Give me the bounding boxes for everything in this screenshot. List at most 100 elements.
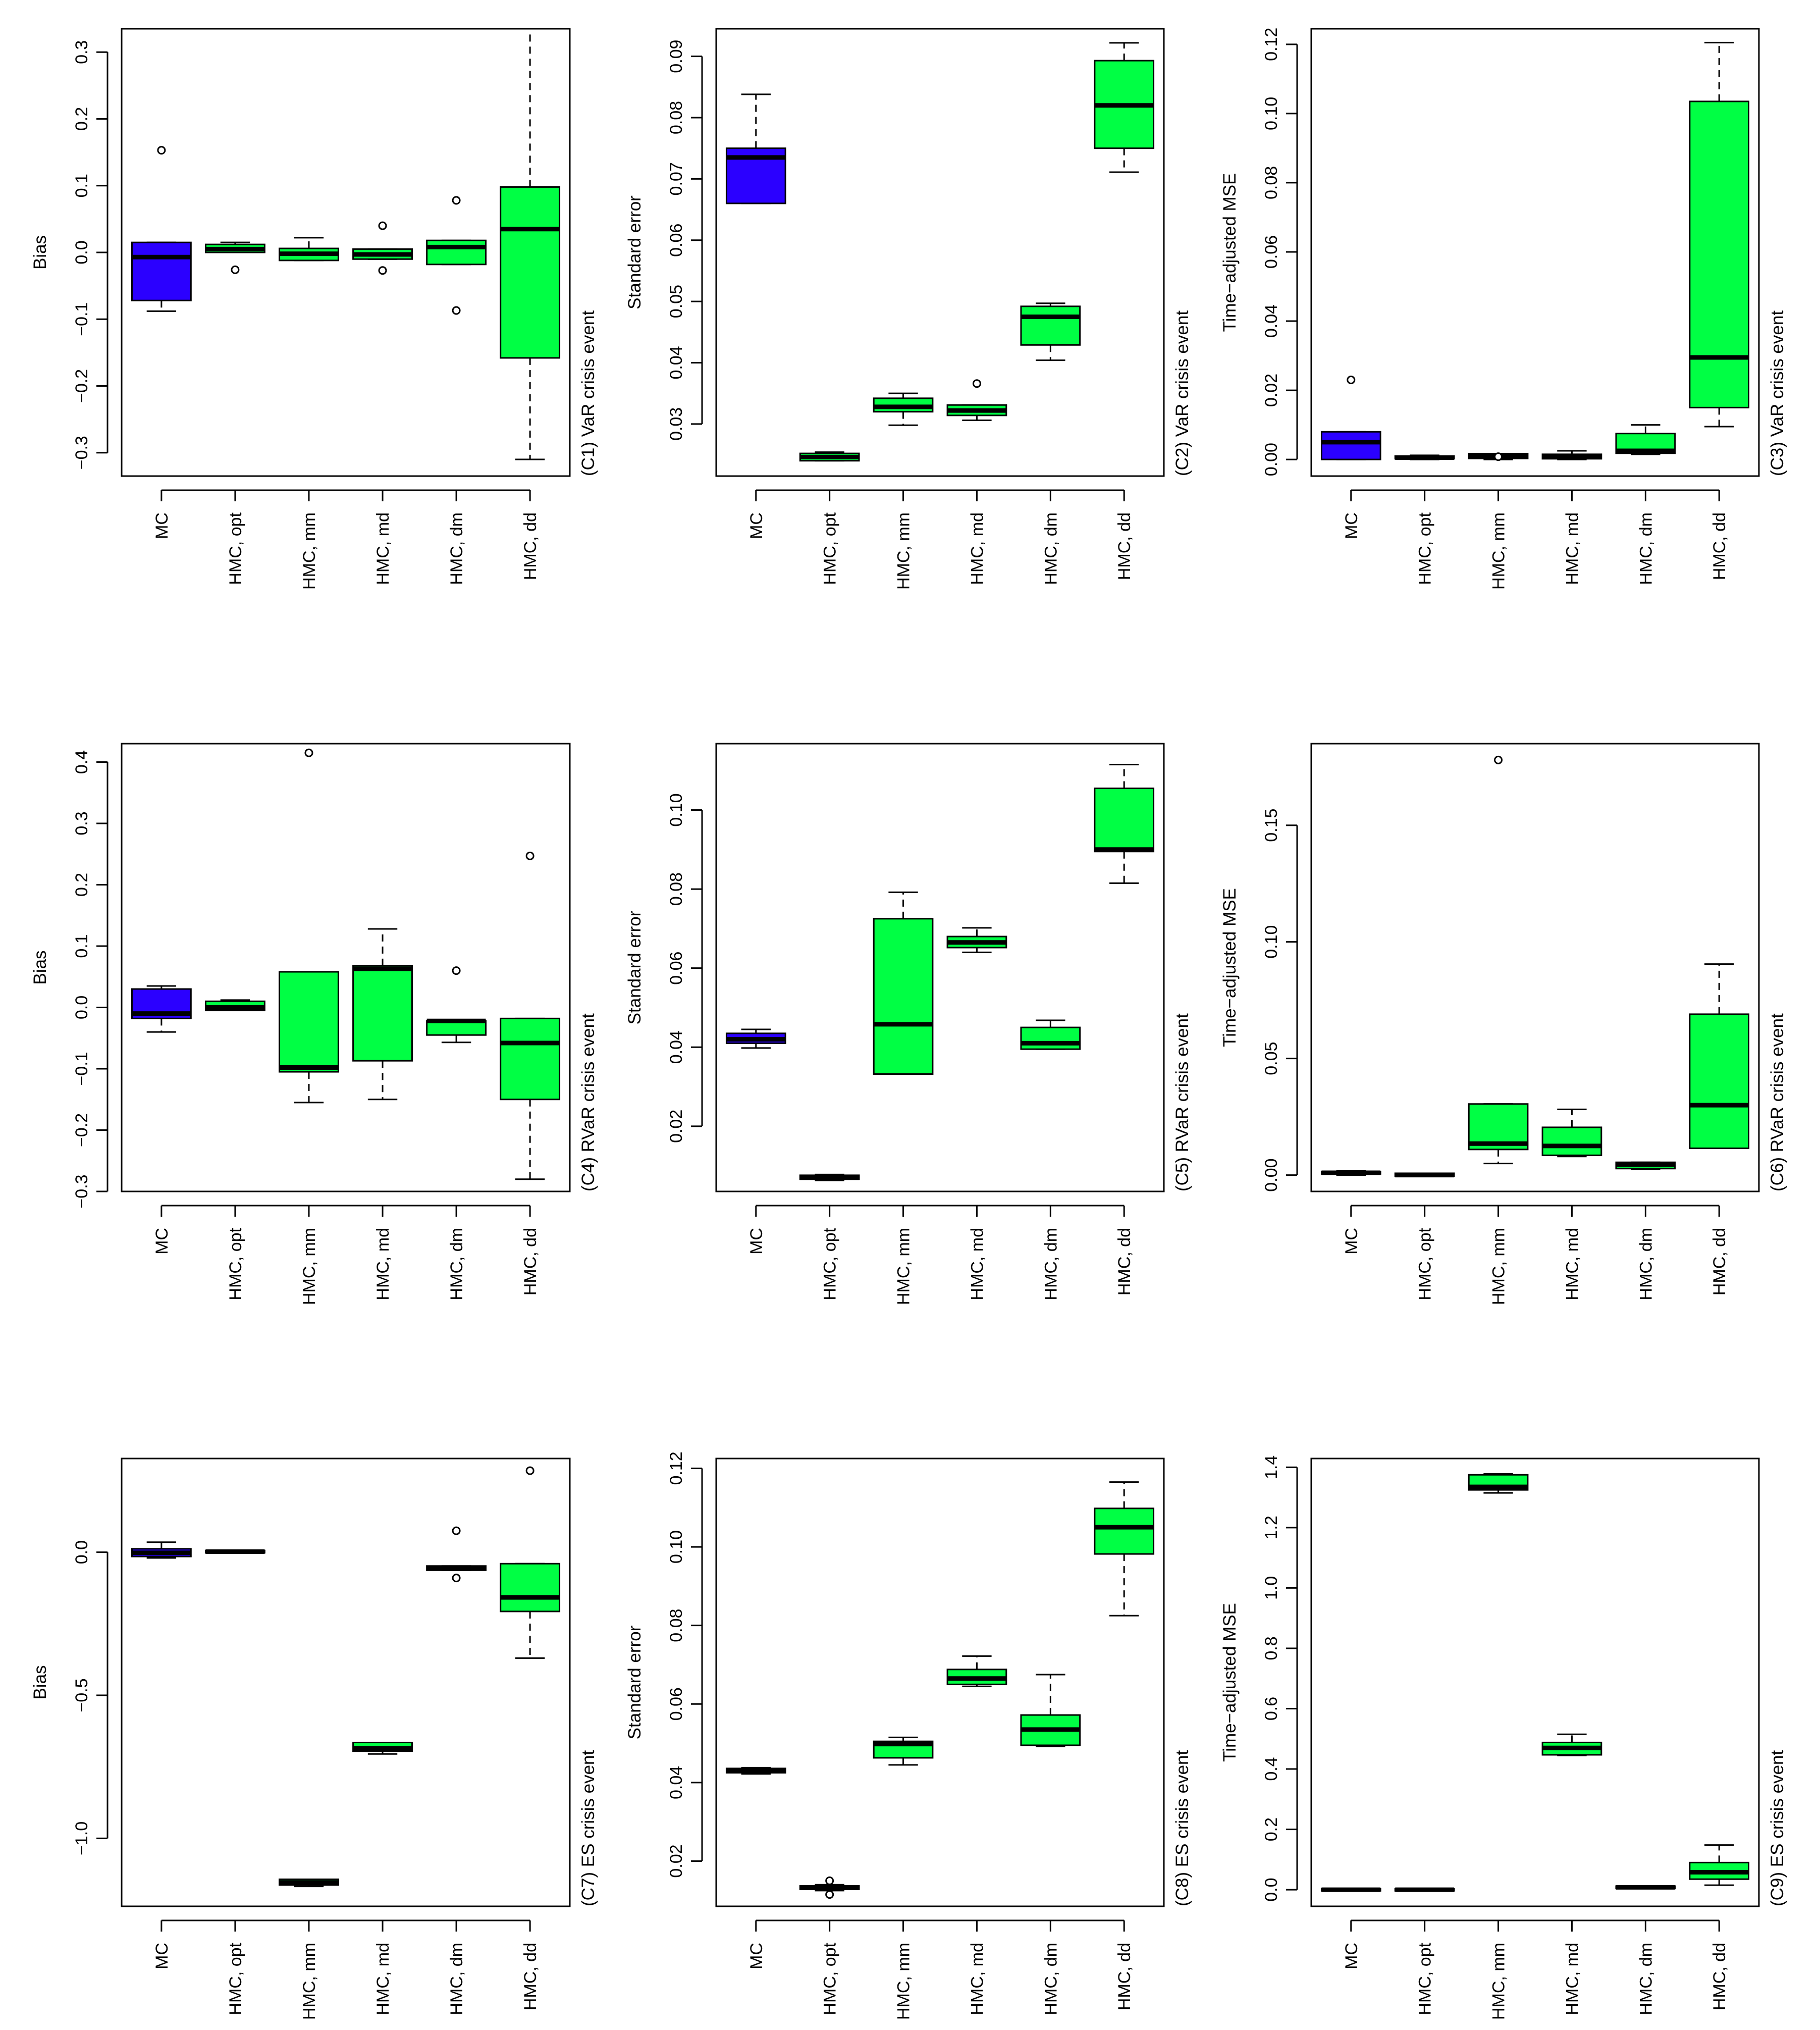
box-hmc-dm <box>426 196 487 315</box>
box-body <box>426 239 487 266</box>
box-body <box>500 186 561 359</box>
x-category-label: HMC, md <box>1563 1943 1582 2015</box>
box-body <box>1094 1507 1155 1555</box>
box-hmc-dm <box>1615 1885 1676 1890</box>
x-category-label: MC <box>747 512 766 539</box>
outlier-point <box>378 266 387 275</box>
y-axis-title: Bias <box>30 950 50 984</box>
plot-frame <box>1310 1458 1760 1907</box>
box-hmc-dm <box>1615 1161 1676 1170</box>
panel-title: (C2) VaR crisis event <box>1172 310 1192 476</box>
box-body <box>1689 1013 1750 1150</box>
box-mc <box>725 1028 786 1049</box>
box-hmc-opt <box>1394 1887 1455 1892</box>
outlier-point <box>452 306 461 315</box>
y-tick-label: 0.06 <box>667 224 686 257</box>
box-hmc-dd <box>1689 41 1750 428</box>
box-hmc-dm <box>1020 1674 1081 1747</box>
x-category-label: HMC, md <box>373 512 393 585</box>
y-tick-label: 0.10 <box>667 793 686 826</box>
box-mc <box>725 1766 786 1775</box>
x-category-label: HMC, dd <box>1115 1943 1134 2010</box>
x-category-label: MC <box>152 1228 172 1255</box>
box-hmc-mm <box>873 891 934 1075</box>
box-body <box>352 965 413 1062</box>
plot-frame <box>121 28 571 477</box>
box-hmc-dd <box>1094 42 1155 173</box>
box-hmc-opt <box>205 241 265 274</box>
outlier-point <box>525 1466 534 1475</box>
box-hmc-dd <box>1689 963 1750 1150</box>
plot-frame <box>715 1458 1165 1907</box>
box-hmc-md <box>1541 1108 1602 1158</box>
box-body <box>500 1017 561 1101</box>
outlier-point <box>1494 755 1503 764</box>
box-hmc-mm <box>1468 452 1529 461</box>
x-category-label: HMC, dd <box>1710 1228 1729 1295</box>
outlier-point <box>452 196 461 205</box>
x-category-label: HMC, opt <box>1416 512 1435 585</box>
y-tick-label: 0.10 <box>667 1530 686 1564</box>
panel-c7: −1.0 −0.5 0.0 MC HMC, opt HMC, mm HMC, md HMC, … <box>30 1458 598 2020</box>
plot-frame <box>1310 28 1760 477</box>
panel-c4: −0.3 −0.2 −0.1 0.0 0.1 0.2 0.3 0.4 MC HMC, opt HMC… <box>30 743 598 1305</box>
plot-frame <box>121 743 571 1192</box>
y-tick-label: 0.08 <box>667 1609 686 1642</box>
y-tick-label: 0.00 <box>1262 1159 1281 1192</box>
box-hmc-opt <box>799 1173 860 1181</box>
y-tick-label: 0.2 <box>1262 1817 1281 1841</box>
y-tick-label: 0.02 <box>667 1844 686 1878</box>
y-tick-label: 0.0 <box>72 1540 91 1564</box>
outlier-point <box>157 146 166 155</box>
box-body <box>1020 305 1081 346</box>
outlier-point <box>304 748 313 757</box>
box-mc <box>131 1541 192 1559</box>
x-category-label: HMC, md <box>1563 512 1582 585</box>
x-category-label: HMC, dm <box>447 1943 466 2015</box>
y-axis-title: Bias <box>30 1665 50 1699</box>
box-hmc-md <box>352 221 413 275</box>
x-category-label: HMC, opt <box>821 1942 840 2015</box>
box-body <box>279 971 339 1073</box>
x-category-label: HMC, opt <box>1416 1227 1435 1300</box>
y-tick-label: 0.2 <box>72 107 91 131</box>
y-tick-label: 0.06 <box>667 952 686 985</box>
plot-frame <box>715 743 1165 1192</box>
x-category-label: HMC, mm <box>1489 512 1509 590</box>
plot-frame <box>121 1458 571 1907</box>
outlier-point <box>452 966 461 975</box>
panel-title: (C3) VaR crisis event <box>1768 310 1787 476</box>
panel-c8: 0.02 0.04 0.06 0.08 0.10 0.12 MC HMC, opt HMC, m… <box>625 1451 1192 2020</box>
x-category-label: HMC, mm <box>300 1228 319 1305</box>
plot-frame <box>1310 743 1760 1192</box>
y-tick-label: 1.2 <box>1262 1516 1281 1539</box>
box-hmc-dd <box>1094 1481 1155 1617</box>
panel-c1: −0.3 −0.2 −0.1 0.0 0.1 0.2 0.3 MC HMC, opt HMC, m… <box>30 28 598 590</box>
y-axis-title: Time−adjusted MSE <box>1220 173 1240 332</box>
y-tick-label: 0.2 <box>72 873 91 897</box>
x-category-label: HMC, dd <box>1115 512 1134 580</box>
panel-title: (C9) ES crisis event <box>1768 1750 1787 1906</box>
box-hmc-mm <box>1468 1473 1529 1494</box>
box-body <box>1689 100 1750 408</box>
outlier-point <box>1494 452 1503 461</box>
x-category-label: HMC, opt <box>226 512 245 585</box>
y-tick-label: −0.2 <box>72 369 91 403</box>
x-category-label: HMC, dd <box>521 1228 540 1295</box>
x-category-label: HMC, dm <box>1041 1943 1060 2015</box>
x-category-label: HMC, dd <box>521 1943 540 2010</box>
box-hmc-opt <box>1394 454 1455 460</box>
outlier-point <box>1347 376 1356 385</box>
box-hmc-opt <box>1394 1172 1455 1178</box>
y-tick-label: −0.1 <box>72 1052 91 1085</box>
y-tick-label: 0.4 <box>72 750 91 774</box>
y-tick-label: 0.06 <box>667 1687 686 1721</box>
y-axis-title: Standard error <box>625 1625 645 1739</box>
outlier-point <box>378 221 387 230</box>
y-tick-label: 0.05 <box>667 285 686 318</box>
x-category-label: HMC, dm <box>1041 512 1060 585</box>
y-tick-label: 0.02 <box>1262 374 1281 407</box>
box-hmc-dm <box>1020 1019 1081 1050</box>
x-category-label: HMC, md <box>1563 1228 1582 1300</box>
